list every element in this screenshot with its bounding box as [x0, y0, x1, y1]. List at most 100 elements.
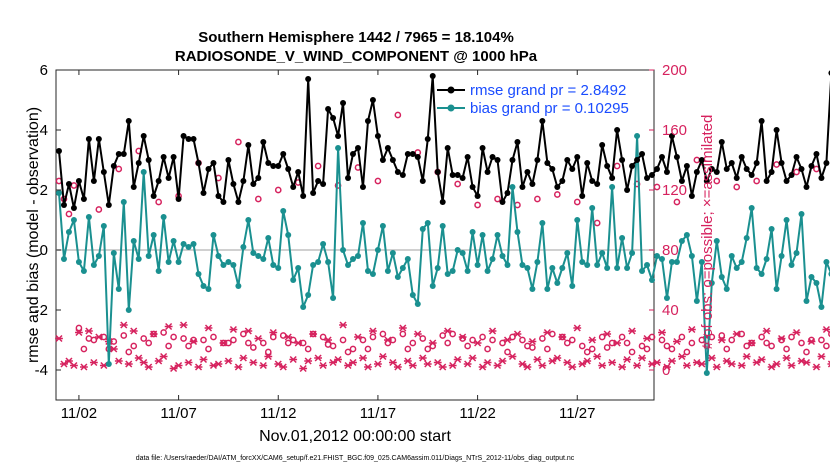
- obs-assimilated-point: [214, 360, 223, 368]
- obs-assimilated-point: [508, 352, 517, 361]
- obs-assimilated-point: [75, 328, 83, 337]
- rmse-point: [305, 76, 312, 82]
- obs-possible-point: [643, 345, 651, 353]
- obs-possible-point: [768, 342, 775, 350]
- rmse-point: [519, 184, 526, 190]
- obs-possible-point: [603, 344, 611, 351]
- y-left-tick-label: 6: [40, 62, 48, 79]
- obs-assimilated-point: [717, 336, 726, 344]
- bias-point: [604, 265, 611, 271]
- plot-area: [55, 69, 830, 401]
- obs-possible-point: [778, 336, 785, 344]
- rmse-point: [180, 133, 187, 139]
- y-right-tick-label: 80: [662, 242, 679, 259]
- obs-possible-point: [728, 336, 736, 344]
- rmse-point: [803, 184, 810, 190]
- obs-assimilated-point: [144, 363, 153, 371]
- bias-point: [723, 286, 730, 292]
- obs-possible-point: [200, 336, 207, 344]
- obs-possible-point: [793, 168, 800, 176]
- rmse-point: [698, 157, 705, 163]
- bias-point: [698, 259, 705, 265]
- obs-assimilated-point: [822, 325, 830, 334]
- obs-possible-point: [444, 339, 452, 347]
- obs-assimilated-point: [697, 360, 706, 368]
- obs-assimilated-point: [668, 357, 676, 365]
- obs-assimilated-point: [712, 363, 721, 371]
- rmse-point: [439, 199, 446, 205]
- obs-possible-point: [638, 342, 646, 350]
- bias-point: [644, 262, 651, 268]
- rmse-point: [340, 100, 347, 106]
- bias-point: [514, 229, 521, 235]
- bias-point: [120, 199, 127, 205]
- bias-point: [110, 250, 117, 256]
- bias-point: [325, 259, 332, 265]
- obs-possible-point: [683, 348, 691, 356]
- obs-possible-point: [259, 339, 267, 347]
- obs-assimilated-point: [613, 339, 622, 347]
- bias-point: [379, 223, 386, 229]
- rmse-point: [384, 145, 391, 151]
- bias-point: [180, 241, 187, 247]
- bias-point: [55, 190, 62, 196]
- rmse-point: [394, 169, 401, 175]
- rmse-point: [783, 178, 790, 184]
- obs-possible-point: [170, 333, 177, 341]
- bias-point: [429, 283, 436, 289]
- bias-point: [459, 250, 466, 256]
- bias-point: [574, 217, 581, 223]
- obs-assimilated-point: [124, 360, 133, 368]
- bias-point: [230, 262, 237, 268]
- obs-assimilated-point: [84, 327, 93, 335]
- bias-point: [80, 268, 87, 274]
- y-left-tick-label: 4: [40, 122, 48, 139]
- bias-point: [519, 262, 526, 268]
- obs-possible-point: [264, 348, 272, 356]
- bias-point: [285, 232, 292, 238]
- bias-point: [579, 259, 586, 265]
- bias-point: [758, 271, 765, 277]
- obs-possible-point: [489, 336, 496, 344]
- obs-assimilated-point: [747, 339, 756, 347]
- rmse-point: [614, 127, 621, 133]
- rmse-point: [75, 178, 82, 184]
- obs-assimilated-point: [398, 324, 407, 332]
- rmse-point: [639, 151, 646, 157]
- obs-possible-point: [613, 162, 621, 170]
- obs-possible-point: [369, 333, 377, 341]
- rmse-point: [738, 154, 745, 160]
- bias-point: [808, 274, 815, 280]
- rmse-point: [345, 175, 352, 181]
- obs-possible-point: [678, 333, 686, 341]
- rmse-point: [350, 151, 357, 157]
- bias-point: [305, 292, 312, 298]
- bias-point: [569, 283, 576, 289]
- rmse-point: [594, 181, 601, 187]
- obs-assimilated-point: [543, 328, 552, 337]
- obs-possible-point: [140, 335, 148, 342]
- bias-point: [175, 259, 182, 265]
- bias-point: [793, 250, 800, 256]
- bias-point: [95, 253, 102, 259]
- obs-assimilated-point: [653, 358, 661, 367]
- obs-assimilated-point: [453, 355, 462, 364]
- bias-point: [115, 286, 122, 292]
- rmse-point: [295, 169, 302, 175]
- obs-assimilated-point: [802, 358, 811, 367]
- rmse-point: [584, 160, 591, 166]
- bias-point: [813, 280, 820, 286]
- bias-point: [649, 277, 656, 283]
- obs-assimilated-point: [299, 364, 308, 373]
- bias-point: [788, 262, 795, 268]
- bias-point: [499, 253, 506, 259]
- obs-possible-point: [75, 324, 83, 332]
- bias-point: [434, 265, 441, 271]
- bias-point: [185, 244, 192, 250]
- obs-assimilated-point: [782, 354, 791, 362]
- rmse-point: [95, 136, 102, 142]
- obs-assimilated-point: [553, 354, 562, 362]
- bias-point: [748, 205, 755, 211]
- obs-assimilated-point: [473, 339, 482, 347]
- bias-point: [663, 295, 670, 301]
